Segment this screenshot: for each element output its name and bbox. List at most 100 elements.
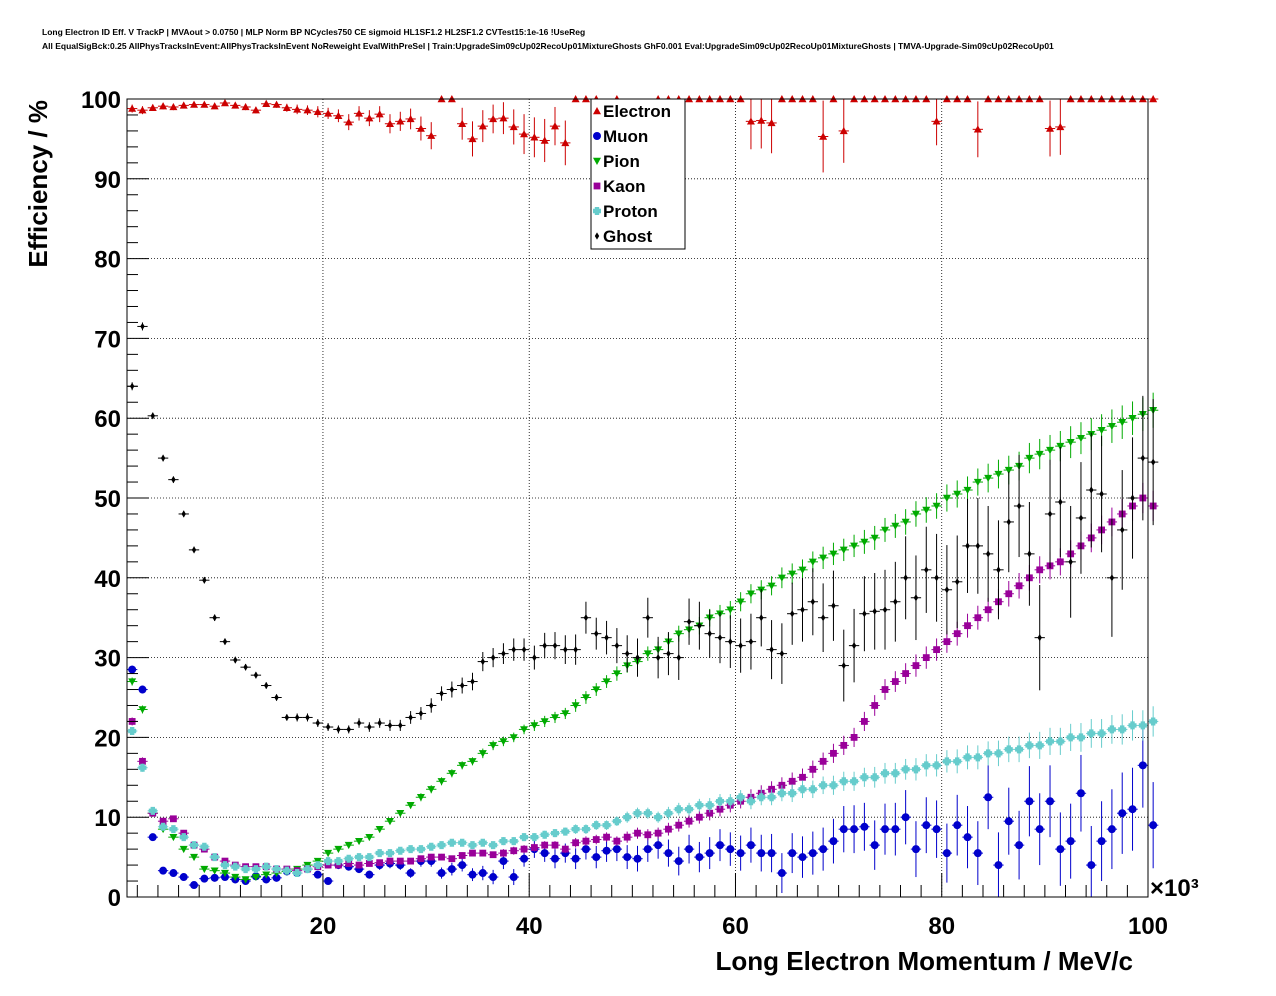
legend-box bbox=[590, 98, 686, 250]
kaon-point bbox=[168, 815, 179, 823]
ghost-point bbox=[302, 713, 313, 722]
muon-point bbox=[683, 834, 695, 864]
kaon-point bbox=[487, 851, 499, 859]
muon-point bbox=[663, 839, 674, 867]
pion-point bbox=[178, 845, 189, 854]
proton-point bbox=[178, 833, 189, 842]
pion-point bbox=[570, 699, 581, 712]
y-tick-label: 80 bbox=[94, 247, 121, 274]
muon-point bbox=[952, 794, 963, 856]
ghost-point bbox=[1127, 437, 1138, 559]
pion-point bbox=[457, 761, 468, 770]
kaon-point bbox=[632, 827, 643, 839]
legend-marker-muon bbox=[593, 132, 601, 140]
muon-point bbox=[673, 846, 684, 876]
legend-label-proton: Proton bbox=[603, 202, 658, 221]
ghost-point bbox=[807, 568, 818, 636]
pion-point bbox=[900, 509, 911, 535]
muon-point bbox=[477, 865, 488, 881]
electron-point bbox=[271, 100, 282, 108]
kaon-point bbox=[405, 857, 416, 865]
kaon-point bbox=[642, 829, 653, 841]
kaon-point bbox=[518, 845, 530, 854]
proton-point bbox=[1086, 719, 1097, 748]
ghost-point bbox=[271, 693, 282, 702]
electron-point bbox=[333, 109, 344, 123]
pion-point bbox=[910, 501, 922, 527]
ghost-point bbox=[261, 681, 272, 690]
proton-point bbox=[364, 853, 375, 862]
pion-point bbox=[333, 845, 344, 854]
kaon-point bbox=[591, 834, 602, 845]
pion-point bbox=[828, 542, 839, 566]
pion-point bbox=[168, 833, 179, 842]
electron-point bbox=[508, 109, 519, 145]
kaon-point bbox=[962, 613, 973, 638]
proton-point bbox=[1065, 723, 1076, 751]
proton-point bbox=[601, 820, 612, 830]
electron-point bbox=[1055, 99, 1066, 155]
electron-point bbox=[250, 106, 262, 114]
kaon-point bbox=[931, 638, 942, 661]
muon-point bbox=[838, 806, 849, 853]
electron-point bbox=[178, 101, 189, 109]
ghost-point bbox=[230, 656, 241, 664]
proton-point bbox=[1117, 714, 1128, 745]
ghost-point bbox=[1148, 399, 1159, 526]
proton-point bbox=[395, 846, 406, 855]
proton-point bbox=[838, 771, 849, 791]
pion-point bbox=[426, 785, 437, 794]
ghost-point bbox=[1065, 505, 1076, 618]
kaon-point bbox=[828, 743, 839, 763]
ghost-point bbox=[209, 614, 220, 622]
ghost-point bbox=[405, 711, 416, 724]
proton-point bbox=[704, 798, 715, 813]
electron-point bbox=[157, 102, 169, 110]
series-ghost bbox=[127, 322, 1159, 734]
pion-point bbox=[219, 869, 231, 878]
kaon-point bbox=[921, 646, 932, 669]
electron-point bbox=[384, 114, 396, 134]
muon-point bbox=[518, 850, 530, 867]
pion-point bbox=[817, 546, 829, 570]
proton-point bbox=[199, 842, 210, 851]
muon-point bbox=[941, 823, 953, 883]
pion-point bbox=[848, 534, 860, 558]
pion-point bbox=[869, 525, 880, 550]
muon-point bbox=[848, 805, 860, 854]
pion-point bbox=[560, 707, 571, 720]
legend-marker-pion bbox=[593, 157, 601, 165]
axes: 0 10 20 30 40 50 60 70 80 90 100 20 40 60 80 100 bbox=[81, 87, 1168, 940]
series-muon bbox=[127, 665, 1159, 897]
kaon-point bbox=[498, 849, 509, 858]
ghost-point bbox=[487, 648, 499, 668]
ghost-point bbox=[879, 569, 891, 650]
muon-point bbox=[828, 818, 839, 864]
pion-point bbox=[580, 691, 592, 704]
ghost-point bbox=[384, 719, 396, 732]
electron-point bbox=[498, 102, 509, 135]
ghost-point bbox=[1034, 584, 1045, 691]
muon-point bbox=[446, 862, 458, 876]
y-tick-label: 60 bbox=[94, 406, 121, 433]
kaon-point bbox=[622, 831, 633, 843]
muon-point bbox=[745, 827, 757, 863]
ghost-point bbox=[178, 510, 189, 518]
proton-point bbox=[302, 865, 313, 874]
muon-point bbox=[271, 873, 282, 882]
kaon-point bbox=[838, 735, 849, 755]
pion-point bbox=[601, 675, 612, 688]
pion-point bbox=[446, 769, 458, 778]
y-tick-label: 10 bbox=[94, 805, 121, 832]
proton-point bbox=[931, 754, 942, 777]
proton-point bbox=[869, 766, 880, 788]
proton-point bbox=[261, 862, 272, 871]
proton-point bbox=[168, 825, 179, 834]
x-axis-label: Long Electron Momentum / MeV/c bbox=[716, 946, 1133, 976]
proton-point bbox=[560, 827, 571, 836]
proton-point bbox=[766, 789, 777, 806]
proton-point bbox=[127, 727, 138, 736]
electron-point bbox=[261, 99, 272, 107]
proton-point bbox=[1148, 706, 1159, 737]
proton-point bbox=[384, 849, 396, 858]
